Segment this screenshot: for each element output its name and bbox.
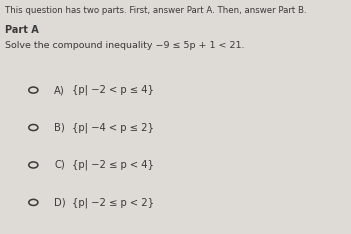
Text: C): C) (54, 160, 65, 170)
Text: {p| −2 ≤ p < 4}: {p| −2 ≤ p < 4} (72, 160, 154, 170)
Text: This question has two parts. First, answer Part A. Then, answer Part B.: This question has two parts. First, answ… (5, 6, 307, 15)
Text: {p| −2 ≤ p < 2}: {p| −2 ≤ p < 2} (72, 197, 154, 208)
Text: Part A: Part A (5, 25, 39, 35)
Text: Solve the compound inequality −9 ≤ 5p + 1 < 21.: Solve the compound inequality −9 ≤ 5p + … (5, 41, 245, 50)
Text: D): D) (54, 197, 66, 207)
Text: {p| −4 < p ≤ 2}: {p| −4 < p ≤ 2} (72, 122, 154, 133)
Text: B): B) (54, 123, 65, 132)
Text: {p| −2 < p ≤ 4}: {p| −2 < p ≤ 4} (72, 85, 154, 95)
Text: A): A) (54, 85, 65, 95)
